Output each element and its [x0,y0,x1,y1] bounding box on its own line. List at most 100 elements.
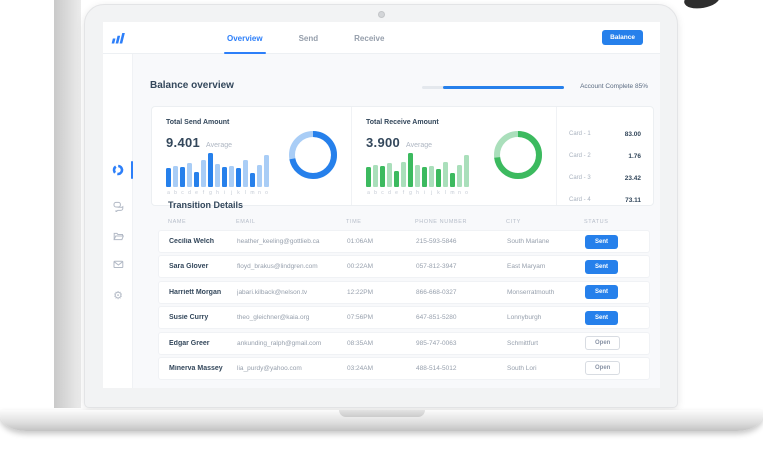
send-bar-g [208,153,213,187]
card-list-value: 1.76 [628,152,641,160]
send-donut-chart [289,131,337,179]
cell-city: Lonnyburgh [507,314,542,322]
send-bar-c [180,167,185,187]
table-body: Cecilia Welch heather_keeling@gottlieb.ca… [158,230,650,382]
send-bar-d [187,163,192,187]
sidebar-item-folder[interactable] [103,226,133,246]
receive-axis-label: h [416,190,419,196]
receive-axis-label: c [381,190,384,196]
sidebar-active-indicator [130,161,133,179]
dashboard-icon [112,164,124,176]
cell-status: Open [585,361,639,376]
send-bar-f [201,160,206,187]
cell-time: 03:24AM [347,364,374,372]
table-row: Sara Glover floyd_brakus@lindgren.com 00:2… [158,255,650,279]
receive-axis-label: g [409,190,412,196]
cell-name: Minerva Massey [169,364,223,372]
column-header-phone-number: PHONE NUMBER [415,219,468,225]
status-button-sent[interactable]: Sent [585,234,619,249]
receive-bar-g [408,153,413,187]
table-row: Minerva Massey lia_purdy@yahoo.com 03:24AM… [158,356,650,380]
receive-axis-label: o [465,190,468,196]
cell-name: Edgar Greer [169,339,210,347]
cell-status: Open [585,336,639,351]
cell-time: 07:56PM [347,314,374,322]
top-navbar: Overview Send Receive Balance [103,22,660,54]
brand-logo-icon[interactable] [111,30,127,46]
receive-axis-label: m [450,190,455,196]
cell-status: Sent [585,310,639,325]
column-header-time: TIME [346,219,362,225]
cell-time: 12:22PM [347,288,374,296]
tab-overview[interactable]: Overview [224,22,266,54]
settings-icon: ⚙ [113,290,123,302]
laptop-base [0,410,763,431]
send-bar-m [250,173,255,187]
account-complete-label: Account Complete 85% [580,83,648,90]
receive-axis-label: k [437,190,440,196]
app-window: Overview Send Receive Balance ⚙ Balance ov… [103,22,660,388]
receive-bar-b [373,165,378,187]
send-bar-k [236,168,241,187]
chat-icon [113,201,124,212]
sidebar-item-mail[interactable] [103,254,133,274]
status-button-sent[interactable]: Sent [585,285,619,300]
table-row: Harriett Morgan jabari.kilback@nelson.tv 1… [158,280,650,304]
send-axis-label: a [167,190,170,196]
receive-donut-chart [494,131,542,179]
receive-axis-label: f [402,190,405,196]
cell-email: lia_purdy@yahoo.com [237,364,302,372]
tab-send[interactable]: Send [298,33,319,43]
main-content: Balance overview Account Complete 85% To… [133,54,660,388]
send-bar-n [257,165,262,187]
send-axis-label: h [216,190,219,196]
column-header-status: STATUS [584,219,609,225]
receive-amount-value: 3.900 [366,135,401,150]
receive-bar-n [457,165,462,187]
cell-city: South Marlane [507,238,550,245]
send-axis-label: m [250,190,255,196]
send-bar-a [166,168,171,187]
send-axis-label: g [209,190,212,196]
cell-phone: 647-851-5280 [416,314,457,322]
laptop-webcam [378,11,385,18]
sidebar-item-dashboard[interactable] [103,160,133,180]
card-list-label: Card - 2 [569,153,591,159]
sidebar-item-settings[interactable]: ⚙ [103,285,133,305]
send-axis-label: l [244,190,247,196]
receive-bar-k [436,169,441,187]
receive-axis-label: l [444,190,447,196]
card-list-value: 73.11 [625,196,641,204]
status-button-sent[interactable]: Sent [585,259,619,274]
send-axis-label: o [265,190,268,196]
cell-phone: 866-668-0327 [416,288,457,296]
receive-bar-chart [366,153,476,187]
receive-bar-h [415,165,420,187]
page-title: Balance overview [150,80,234,91]
status-button-open[interactable]: Open [585,336,621,351]
cell-email: ankunding_ralph@gmail.com [237,339,322,347]
nav-tabs: Overview Send Receive [224,22,385,54]
cell-time: 01:06AM [347,238,374,245]
cell-status: Sent [585,285,639,300]
receive-bar-j [429,166,434,187]
tab-receive[interactable]: Receive [354,33,385,43]
cell-phone: 057-812-3947 [416,263,457,271]
sidebar-item-chat[interactable] [103,196,133,216]
receive-bar-f [401,162,406,187]
status-button-open[interactable]: Open [585,361,621,376]
receive-bar-e [394,171,399,187]
send-amount-value: 9.401 [166,135,201,150]
cell-status: Sent [585,234,639,249]
receive-axis-label: a [367,190,370,196]
card-list-value: 23.42 [624,174,641,182]
status-button-sent[interactable]: Sent [585,310,619,325]
cell-email: floyd_brakus@lindgren.com [237,263,318,271]
column-header-name: NAME [168,219,187,225]
send-amount-average-label: Average [206,142,232,149]
send-bar-b [173,166,178,187]
send-axis-label: f [202,190,205,196]
balance-button[interactable]: Balance [602,30,643,45]
